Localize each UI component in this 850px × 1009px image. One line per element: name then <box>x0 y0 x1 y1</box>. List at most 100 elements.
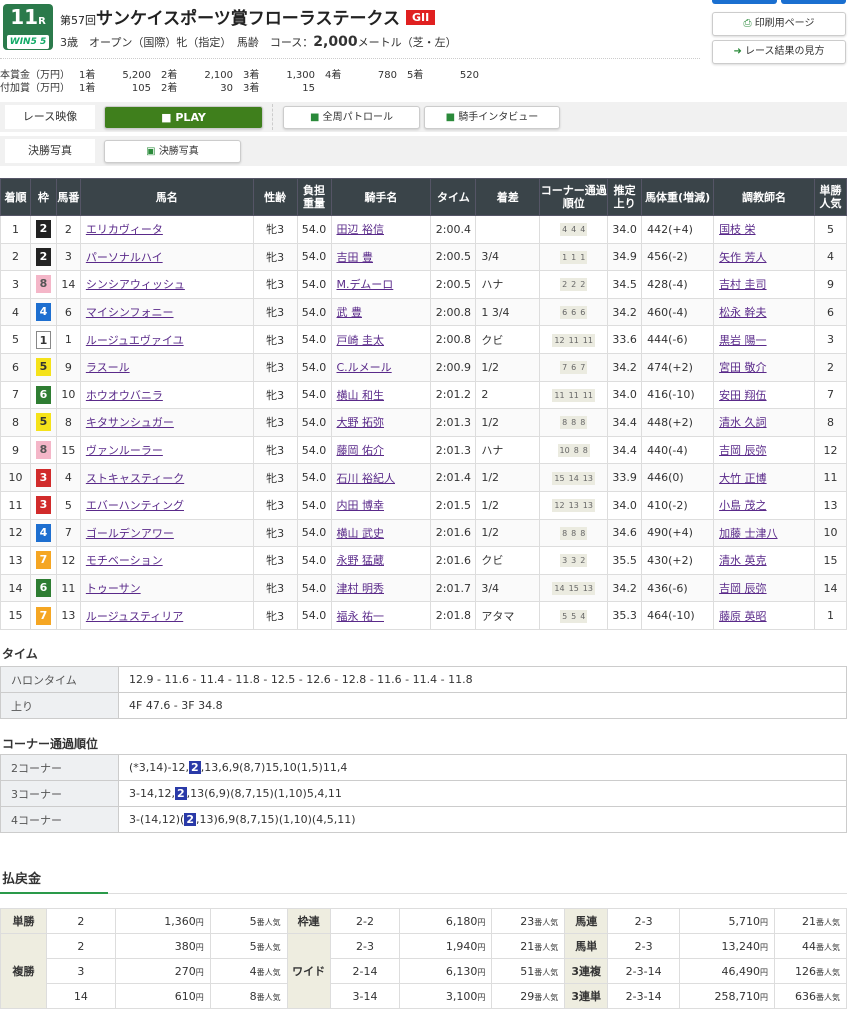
trainer-link[interactable]: 宮田 敬介 <box>719 361 767 375</box>
trainer-link[interactable]: 大竹 正博 <box>719 471 767 485</box>
corner-position: 4 <box>560 223 570 237</box>
horse-name-link[interactable]: エバーハンティング <box>85 499 184 513</box>
payout-amount: 13,240円 <box>679 933 775 959</box>
horse-name-cell: マイシンフォニー <box>79 297 254 327</box>
photo-button-label: 決勝写真 <box>158 146 199 157</box>
horse-name-link[interactable]: パーソナルハイ <box>85 250 163 264</box>
margin: 1/2 <box>475 518 541 548</box>
top-button-2[interactable] <box>781 0 846 4</box>
jockey-link[interactable]: 武 豊 <box>336 306 363 320</box>
corner-position: 11 <box>566 388 581 402</box>
divider <box>0 893 847 894</box>
corner-positions: 10 8 8 <box>539 435 609 465</box>
waku-badge: 7 <box>35 606 51 625</box>
sex-age: 牝3 <box>252 215 298 244</box>
waku-badge: 2 <box>35 247 51 266</box>
jockey-link[interactable]: 津村 明秀 <box>336 582 385 596</box>
sex-age: 牝3 <box>252 518 298 548</box>
trainer-link[interactable]: 清水 英克 <box>719 554 767 568</box>
divider <box>0 58 700 59</box>
corner-row: 3コーナー 3-14,12, 2,13(6,9)(8,7,15)(1,10)5,4,… <box>0 780 847 807</box>
trainer-link[interactable]: 清水 久詞 <box>719 416 767 430</box>
horse-name-link[interactable]: ラスール <box>85 361 130 375</box>
trainer-link[interactable]: 国枝 栄 <box>719 223 756 237</box>
trainer-link[interactable]: 吉岡 辰弥 <box>719 444 767 458</box>
pop-suffix: 番人気 <box>816 917 840 927</box>
jockey-interview-button[interactable]: ■ 騎手インタビュー <box>424 106 560 129</box>
horse-name-link[interactable]: シンシアウィッシュ <box>85 278 185 292</box>
horse-name-link[interactable]: ストキャスティーク <box>85 471 185 485</box>
horse-number: 6 <box>55 297 81 327</box>
horse-name-link[interactable]: モチベーション <box>85 554 163 568</box>
jockey-link[interactable]: 吉田 豊 <box>336 250 374 264</box>
print-page-button[interactable]: ⎙ 印刷用ページ <box>712 12 846 36</box>
trainer-link[interactable]: 松永 幹夫 <box>719 306 767 320</box>
prize-amount: 2,100 <box>204 70 233 81</box>
horse-name-link[interactable]: マイシンフォニー <box>85 306 174 320</box>
horse-name-link[interactable]: ホウオウバニラ <box>85 388 163 402</box>
time-row: 上り 4F 47.6 - 3F 34.8 <box>0 692 847 719</box>
jockey-link[interactable]: C.ルメール <box>336 361 392 375</box>
time: 2:01.5 <box>430 490 477 520</box>
jockey-link[interactable]: 横山 和生 <box>336 388 385 402</box>
jockey-link[interactable]: 福永 祐一 <box>336 609 385 623</box>
grade-badge: GII <box>405 10 436 25</box>
horse-number: 7 <box>55 518 81 548</box>
jockey-link[interactable]: 石川 裕紀人 <box>336 471 396 485</box>
trainer-link[interactable]: 矢作 芳人 <box>719 250 767 264</box>
jockey-link[interactable]: 永野 猛蔵 <box>336 554 385 568</box>
jockey-link[interactable]: 内田 博幸 <box>336 499 385 513</box>
horse-name-link[interactable]: ルージュスティリア <box>85 609 184 623</box>
jockey-link[interactable]: 横山 武史 <box>336 526 385 540</box>
popularity: 13 <box>813 490 848 520</box>
horse-name-cell: パーソナルハイ <box>79 242 254 272</box>
video-label: レース映像 <box>5 105 95 129</box>
column-header: 負担重量 <box>296 178 332 216</box>
corner-order: 3-(14,12)(2,13)6,9(8,7,15)(1,10)(4,5,11) <box>118 806 847 833</box>
trainer-link[interactable]: 吉村 圭司 <box>719 278 767 292</box>
jockey-link[interactable]: 藤岡 佑介 <box>336 444 385 458</box>
horse-name-link[interactable]: ゴールデンアワー <box>85 526 174 540</box>
corner-position: 4 <box>578 609 588 623</box>
waku-cell: 1 <box>29 325 57 354</box>
trainer-link[interactable]: 加藤 士津八 <box>719 526 778 540</box>
patrol-video-button[interactable]: ■ 全周パトロール <box>283 106 420 129</box>
horse-name-link[interactable]: トゥーサン <box>85 582 141 596</box>
trainer-link[interactable]: 小島 茂之 <box>719 499 767 513</box>
horse-name-link[interactable]: キタサンシュガー <box>85 416 174 430</box>
corner-position: 12 <box>552 499 567 513</box>
body-weight: 448(+2) <box>641 408 715 437</box>
play-button[interactable]: ■ PLAY <box>104 106 263 129</box>
trainer-cell: 国枝 栄 <box>713 215 815 244</box>
popularity: 12 <box>813 435 848 465</box>
trainer-link[interactable]: 安田 翔伍 <box>719 388 767 402</box>
prize-add: 付加賞（万円） 1着 105 2着 30 3着 15 <box>0 79 321 94</box>
body-weight: 430(+2) <box>641 546 715 575</box>
yen-unit: 円 <box>195 992 204 1002</box>
finish-position: 8 <box>0 408 31 437</box>
finish-photo-button[interactable]: ▣ 決勝写真 <box>104 140 241 163</box>
jockey-cell: 武 豊 <box>330 297 432 327</box>
amount: 1,360 <box>164 914 196 928</box>
jockey-link[interactable]: 大野 拓弥 <box>336 416 385 430</box>
horse-name-link[interactable]: エリカヴィータ <box>85 223 163 237</box>
horse-name-cell: エバーハンティング <box>79 490 254 520</box>
trainer-link[interactable]: 黒岩 陽一 <box>719 333 767 347</box>
trainer-link[interactable]: 吉岡 辰弥 <box>719 582 767 596</box>
corner-order: (*3,14)-12, 2,13,6,9(8,7)15,10(1,5)11,4 <box>118 754 847 781</box>
result-guide-button[interactable]: ➜ レース結果の見方 <box>712 40 846 64</box>
jockey-link[interactable]: 戸崎 圭太 <box>336 333 385 347</box>
trainer-link[interactable]: 藤原 英昭 <box>719 609 767 623</box>
horse-name-link[interactable]: ヴァンルーラー <box>85 444 163 458</box>
corner-position: 10 <box>557 444 572 458</box>
trainer-cell: 吉村 圭司 <box>713 270 815 299</box>
jockey-link[interactable]: 田辺 裕信 <box>336 223 385 237</box>
trainer-cell: 清水 英克 <box>713 546 815 575</box>
horse-name-link[interactable]: ルージュエヴァイユ <box>85 333 184 347</box>
top-button-1[interactable] <box>712 0 777 4</box>
edition: 第57回 <box>60 14 96 27</box>
horse-name-cell: ラスール <box>79 352 254 382</box>
jockey-link[interactable]: M.デムーロ <box>336 278 394 292</box>
